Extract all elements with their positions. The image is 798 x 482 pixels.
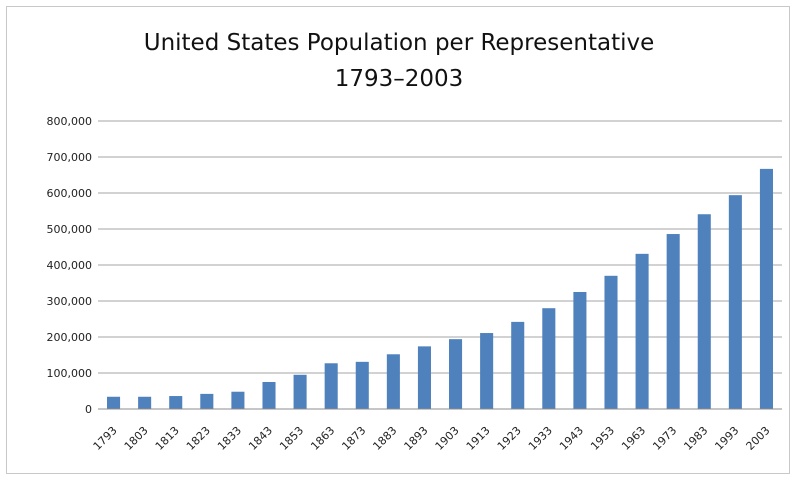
chart-title: United States Population per Representat… — [143, 30, 655, 56]
x-tick-label: 1983 — [681, 424, 710, 453]
y-axis-tick-labels: 0 100,000 200,000 300,000 400,000 500,000 600,… — [47, 115, 93, 416]
bar — [511, 321, 525, 409]
bar — [542, 308, 556, 409]
bar — [324, 363, 338, 409]
bar — [169, 396, 183, 409]
x-tick-label: 1903 — [433, 424, 462, 453]
bar — [417, 346, 431, 409]
bar — [635, 253, 649, 409]
bar — [107, 396, 121, 409]
bars — [107, 168, 773, 409]
y-tick-label: 0 — [85, 403, 92, 416]
x-tick-label: 1803 — [122, 424, 151, 453]
x-tick-label: 1883 — [370, 424, 399, 453]
x-tick-label: 1823 — [184, 424, 213, 453]
bar — [604, 275, 618, 409]
bar — [449, 339, 463, 409]
bar — [200, 393, 214, 409]
bar — [480, 333, 494, 409]
bar — [573, 292, 587, 409]
x-tick-label: 1853 — [277, 424, 306, 453]
x-tick-label: 1873 — [339, 424, 368, 453]
x-tick-label: 2003 — [744, 424, 773, 453]
bar — [728, 195, 742, 409]
x-tick-label: 1963 — [619, 424, 648, 453]
x-tick-label: 1863 — [308, 424, 337, 453]
bar — [386, 354, 400, 409]
y-tick-label: 800,000 — [47, 115, 93, 128]
bar — [697, 214, 711, 409]
bar — [666, 234, 680, 409]
x-tick-label: 1953 — [588, 424, 617, 453]
x-tick-label: 1973 — [650, 424, 679, 453]
bar — [293, 374, 307, 409]
chart-subtitle: 1793–2003 — [334, 66, 464, 92]
x-tick-label: 1813 — [153, 424, 182, 453]
bar — [138, 396, 152, 409]
x-axis-tick-labels: 1793 1803 1813 1823 1833 1843 1853 1863 1873 1883… — [91, 424, 773, 453]
x-tick-label: 1993 — [712, 424, 741, 453]
x-tick-label: 1913 — [464, 424, 493, 453]
bar — [231, 391, 245, 409]
x-tick-label: 1793 — [91, 424, 120, 453]
x-tick-label: 1923 — [495, 424, 524, 453]
x-tick-label: 1893 — [402, 424, 431, 453]
y-tick-label: 300,000 — [47, 295, 93, 308]
y-tick-label: 100,000 — [47, 367, 93, 380]
y-tick-label: 200,000 — [47, 331, 93, 344]
y-tick-label: 600,000 — [47, 187, 93, 200]
y-tick-label: 700,000 — [47, 151, 93, 164]
x-tick-label: 1843 — [246, 424, 275, 453]
x-tick-label: 1933 — [526, 424, 555, 453]
y-tick-label: 400,000 — [47, 259, 93, 272]
y-tick-label: 500,000 — [47, 223, 93, 236]
x-tick-label: 1943 — [557, 424, 586, 453]
x-tick-label: 1833 — [215, 424, 244, 453]
bar — [262, 382, 276, 409]
bar — [759, 168, 773, 409]
bar — [355, 361, 369, 409]
